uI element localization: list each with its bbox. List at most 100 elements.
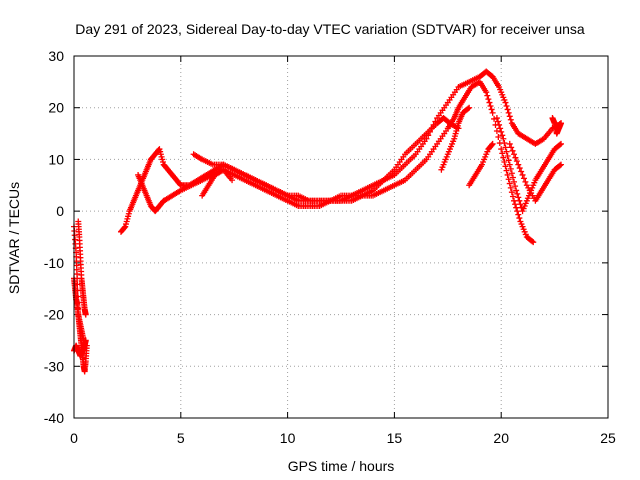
data-point [483, 89, 490, 96]
data-point [503, 148, 510, 155]
data-point [558, 161, 565, 168]
x-tick-label: 20 [493, 430, 509, 446]
data-point [529, 238, 536, 245]
data-point [512, 154, 519, 161]
y-tick-label: 0 [56, 203, 64, 219]
data-point [423, 135, 430, 142]
data-point [502, 144, 509, 151]
data-point [495, 134, 502, 141]
data-point [505, 109, 512, 116]
data-point [121, 224, 128, 231]
data-point [503, 167, 510, 174]
data-point [484, 92, 491, 99]
series-track-e [117, 68, 565, 235]
data-point [558, 140, 565, 147]
data-point [506, 161, 513, 168]
data-point [508, 144, 515, 151]
y-tick-label: -30 [44, 358, 64, 374]
data-marks [71, 68, 565, 375]
data-point [511, 178, 518, 185]
y-tick-label: -40 [44, 410, 64, 426]
data-point [493, 115, 500, 122]
data-point [504, 152, 511, 159]
y-tick-label: 30 [48, 48, 64, 64]
y-tick-label: 10 [48, 151, 64, 167]
data-point [82, 311, 89, 318]
series-track-g [190, 115, 462, 204]
data-point [522, 178, 529, 185]
data-point [516, 197, 523, 204]
data-point [506, 113, 513, 120]
data-point [498, 146, 505, 153]
x-tick-label: 0 [70, 430, 78, 446]
data-point [485, 96, 492, 103]
data-point [488, 106, 495, 113]
data-point [506, 180, 513, 187]
data-point [465, 105, 472, 112]
data-point [499, 132, 506, 139]
data-point [505, 176, 512, 183]
data-point [489, 140, 496, 147]
series-track-m [549, 115, 565, 137]
chart-title: Day 291 of 2023, Sidereal Day-to-day VTE… [75, 21, 585, 37]
data-point [556, 141, 563, 148]
data-point [489, 109, 496, 116]
y-tick-label: -10 [44, 255, 64, 271]
data-point [514, 208, 521, 215]
data-point [504, 171, 511, 178]
series-track-f [135, 78, 537, 246]
data-point [507, 165, 514, 172]
data-point [502, 99, 509, 106]
data-point [558, 120, 565, 127]
data-point [507, 116, 514, 123]
x-tick-label: 5 [177, 430, 185, 446]
data-point [515, 194, 522, 201]
x-tick-label: 15 [387, 430, 403, 446]
y-axis-label: SDTVAR / TECUs [6, 182, 22, 294]
data-point [519, 171, 526, 178]
y-tick-label: -20 [44, 307, 64, 323]
data-point [505, 157, 512, 164]
series-track-l [506, 140, 565, 204]
data-point [509, 147, 516, 154]
data-point [503, 102, 510, 109]
data-point [501, 140, 508, 147]
data-point [513, 187, 520, 194]
data-point [508, 170, 515, 177]
data-point [496, 121, 503, 128]
series-track-j [466, 140, 496, 189]
y-tick-label: 20 [48, 100, 64, 116]
data-point [508, 189, 515, 196]
data-point [498, 128, 505, 135]
data-point [514, 190, 521, 197]
data-point [500, 135, 507, 142]
data-point [486, 99, 493, 106]
data-point [517, 201, 524, 208]
data-point [494, 118, 501, 125]
data-point [507, 184, 514, 191]
data-point [500, 154, 507, 161]
plot-frame [73, 55, 609, 419]
data-point [512, 201, 519, 208]
data-point [511, 151, 518, 158]
x-tick-label: 25 [600, 430, 616, 446]
series-track-d [71, 342, 88, 359]
data-point [513, 204, 520, 211]
data-point [513, 158, 520, 165]
data-point [82, 337, 89, 344]
data-point [512, 183, 519, 190]
data-point [81, 342, 88, 349]
data-point [530, 239, 537, 246]
x-axis-label: GPS time / hours [288, 458, 395, 474]
data-point [509, 174, 516, 181]
data-point [509, 193, 516, 200]
data-point [556, 162, 563, 169]
data-point [511, 197, 518, 204]
series-track-b [75, 218, 89, 318]
data-point [493, 127, 500, 134]
data-point [516, 165, 523, 172]
series-track-i [438, 104, 473, 173]
data-point [506, 140, 513, 147]
data-point [515, 211, 522, 218]
